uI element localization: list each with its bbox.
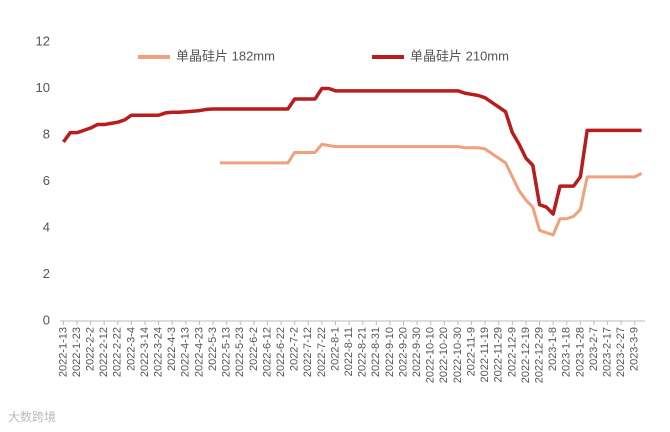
x-tick-label: 2022-6-12 <box>261 327 273 377</box>
x-tick-label: 2022-3-14 <box>139 327 151 377</box>
x-tick-label: 2022-2-22 <box>112 327 124 377</box>
x-tick-label: 2022-11-9 <box>465 327 477 376</box>
x-tick-label: 2022-12-29 <box>533 327 545 383</box>
x-tick-label: 2022-8-31 <box>370 327 382 377</box>
x-tick-label: 2023-1-8 <box>547 327 559 371</box>
x-tick-label: 2022-8-11 <box>343 327 355 376</box>
x-tick-label: 2022-9-30 <box>411 327 423 377</box>
x-tick-label: 2022-8-21 <box>357 327 369 377</box>
legend-label: 单晶硅片 182mm <box>176 48 275 63</box>
watermark: 大数跨境 <box>8 409 56 424</box>
x-tick-label: 2022-11-19 <box>479 327 491 382</box>
x-tick-label: 2022-12-9 <box>506 327 518 377</box>
x-tick-label: 2022-5-23 <box>234 327 246 377</box>
x-tick-label: 2022-3-4 <box>125 327 137 371</box>
y-tick-label: 8 <box>43 126 50 141</box>
x-tick-label: 2022-10-10 <box>425 327 437 383</box>
x-tick-label: 2022-4-23 <box>193 327 205 377</box>
series-line <box>219 142 643 237</box>
x-tick-label: 2022-12-19 <box>520 327 532 383</box>
x-tick-label: 2022-1-13 <box>57 327 69 377</box>
x-tick-label: 2023-1-18 <box>561 327 573 377</box>
x-tick-label: 2022-11-29 <box>493 327 505 382</box>
x-tick-label: 2022-6-2 <box>248 327 260 371</box>
x-tick-label: 2022-5-3 <box>207 327 219 371</box>
x-tick-label: 2022-4-13 <box>180 327 192 377</box>
x-tick-label: 2022-5-13 <box>221 327 233 377</box>
x-tick-label: 2022-10-30 <box>452 327 464 383</box>
x-tick-label: 2023-3-9 <box>629 327 641 371</box>
x-tick-label: 2022-7-22 <box>316 327 328 377</box>
x-tick-label: 2023-1-28 <box>574 327 586 377</box>
x-tick-label: 2022-9-10 <box>384 327 396 377</box>
x-tick-label: 2022-3-24 <box>153 327 165 377</box>
x-tick-label: 2022-9-20 <box>397 327 409 377</box>
y-tick-label: 2 <box>43 266 50 281</box>
x-tick-label: 2022-7-12 <box>302 327 314 377</box>
y-tick-label: 0 <box>43 312 50 327</box>
x-tick-label: 2022-2-12 <box>98 327 110 377</box>
y-tick-label: 12 <box>36 33 50 48</box>
legend-label: 单晶硅片 210mm <box>410 48 509 63</box>
x-tick-label: 2022-10-20 <box>438 327 450 383</box>
x-tick-label: 2023-2-17 <box>601 327 613 377</box>
y-tick-label: 10 <box>36 80 50 95</box>
series-line <box>61 86 642 216</box>
x-tick-label: 2023-2-27 <box>615 327 627 377</box>
y-tick-label: 4 <box>43 219 50 234</box>
x-tick-label: 2022-4-3 <box>166 327 178 371</box>
x-tick-label: 2023-2-7 <box>588 327 600 371</box>
x-tick-label: 2022-7-2 <box>289 327 301 371</box>
x-tick-label: 2022-8-1 <box>329 327 341 371</box>
x-tick-label: 2022-1-23 <box>71 327 83 377</box>
x-tick-label: 2022-2-2 <box>85 327 97 371</box>
y-tick-label: 6 <box>43 173 50 188</box>
x-tick-label: 2022-6-22 <box>275 327 287 377</box>
